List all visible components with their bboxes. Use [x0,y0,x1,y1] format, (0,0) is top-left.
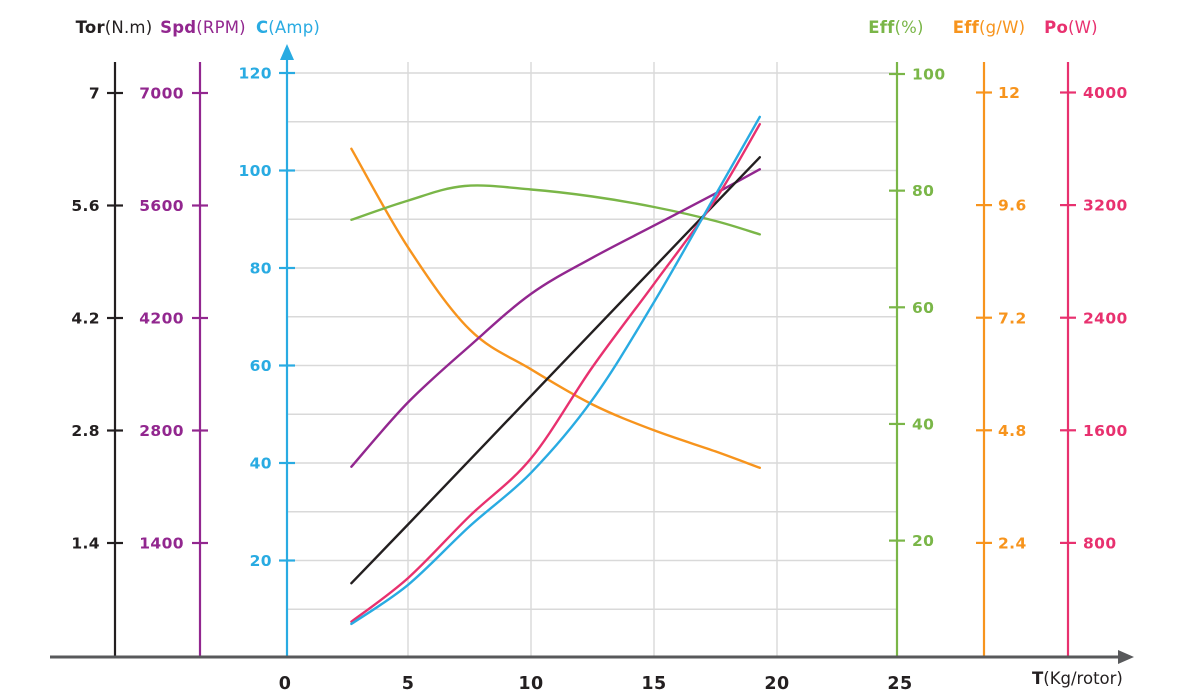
tick-label-eff_gw: 4.8 [998,422,1027,440]
tick-label-current: 20 [250,552,272,570]
tick-label-eff_pct: 60 [912,299,934,317]
axis-title-eff-gw-unit: (g/W) [979,18,1026,37]
tick-label-tor: 1.4 [71,535,100,553]
axis-title-po: Po(W) [1044,18,1098,37]
x-axis-title-name: T [1032,669,1044,688]
tick-label-tor: 2.8 [71,422,100,440]
axis-title-current-unit: (Amp) [268,18,321,37]
tick-label-eff_gw: 7.2 [998,309,1027,327]
axis-title-tor: Tor(N.m) [76,18,153,37]
tick-label-po: 1600 [1083,422,1128,440]
tick-label-eff_pct: 40 [912,416,934,434]
tick-label-eff_pct: 80 [912,182,934,200]
tick-label-spd: 5600 [139,197,184,215]
axis-title-current-name: C [255,18,269,37]
tick-label-spd: 1400 [139,535,184,553]
tick-label-spd: 7000 [139,85,184,103]
tick-label-tor: 7 [89,85,100,103]
current-axis-arrow-icon [280,44,294,60]
x-axis-title: T(Kg/rotor) [1032,669,1123,688]
axis-title-eff-pct-unit: (%) [894,18,924,37]
curve-tor [350,156,761,585]
axis-title-tor-name: Tor [75,18,105,37]
tick-label-po: 800 [1083,534,1117,552]
axis-title-spd: Spd(RPM) [160,18,246,37]
curve-po [350,123,761,623]
tick-label-eff_gw: 2.4 [998,534,1027,552]
axis-title-eff-gw-name: Eff [952,18,979,37]
tick-label-po: 3200 [1083,197,1128,215]
x-tick-label: 0 [279,674,292,694]
tick-label-current: 80 [250,260,272,278]
tick-label-tor: 5.6 [71,197,100,215]
tick-label-po: 4000 [1083,84,1128,102]
curve-spd [350,168,761,468]
axis-title-spd-unit: (RPM) [196,18,246,37]
axis-title-current: C(Amp) [256,18,320,37]
tick-label-po: 2400 [1083,309,1128,327]
axis-title-tor-unit: (N.m) [104,18,153,37]
axis-title-eff-gw: Eff(g/W) [953,18,1025,37]
axis-title-po-name: Po [1044,18,1069,37]
x-tick-label: 5 [402,674,415,694]
tick-label-current: 120 [238,65,272,83]
tick-label-eff_gw: 12 [998,84,1020,102]
tick-label-current: 40 [250,455,272,473]
tick-label-eff_pct: 20 [912,532,934,550]
x-axis-arrow-icon [1118,650,1134,664]
curve-current [350,115,761,626]
tick-label-current: 60 [250,357,272,375]
axis-title-spd-name: Spd [160,18,197,37]
x-tick-label: 25 [887,674,912,694]
tick-label-spd: 2800 [139,422,184,440]
x-tick-label: 20 [764,674,789,694]
tick-label-current: 100 [238,162,272,180]
x-tick-label: 10 [518,674,543,694]
x-axis-title-unit: (Kg/rotor) [1043,669,1123,688]
axis-title-eff-pct-name: Eff [868,18,895,37]
tick-label-eff_gw: 9.6 [998,197,1027,215]
curve-eff_pct [350,184,761,236]
axis-title-eff-pct: Eff(%) [868,18,923,37]
x-tick-label: 15 [641,674,666,694]
curve-eff_gw [350,147,761,469]
tick-label-tor: 4.2 [71,310,100,328]
axis-title-po-unit: (W) [1068,18,1098,37]
tick-label-eff_pct: 100 [912,66,946,84]
tick-label-spd: 4200 [139,310,184,328]
